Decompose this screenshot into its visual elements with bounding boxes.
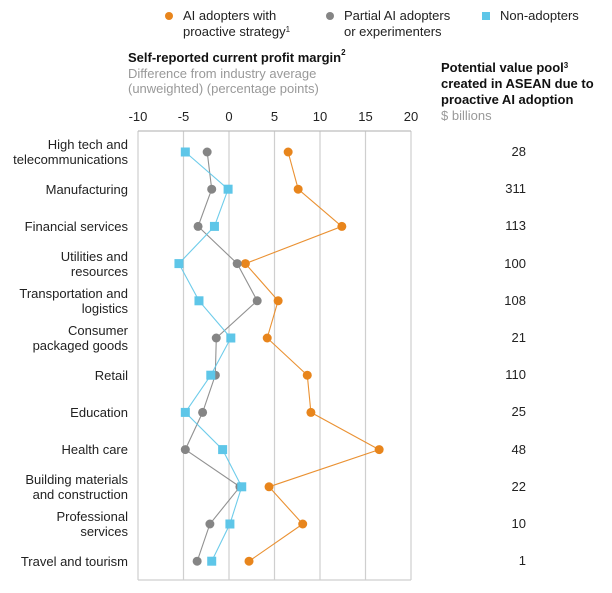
category-label: Consumer packaged goods <box>32 323 128 353</box>
category-label: Utilities and resources <box>60 248 128 279</box>
data-point-square <box>206 370 216 380</box>
data-point-circle <box>244 556 254 566</box>
data-point-circle <box>205 519 215 529</box>
value-pool-value: 311 <box>505 181 526 197</box>
data-point-square <box>225 519 235 529</box>
data-point-circle <box>211 333 221 343</box>
data-point-square <box>209 221 219 231</box>
data-point-circle <box>240 259 250 269</box>
x-tick-label: 5 <box>271 109 278 124</box>
category-label: Travel and tourism <box>20 553 128 569</box>
value-pool-value: 22 <box>511 478 526 494</box>
category-label: Professional services <box>56 509 128 539</box>
value-pool-unit: $ billions <box>441 108 492 123</box>
legend-label: AI adopters with proactive strategy <box>183 8 286 39</box>
x-tick-label: -10 <box>129 109 148 124</box>
data-point-square <box>194 296 204 306</box>
legend: AI adopters with proactive strategy1 Par… <box>0 8 612 44</box>
x-tick-label: 15 <box>358 109 372 124</box>
data-point-circle <box>198 407 208 417</box>
value-pool-footnote: 3 <box>563 61 569 70</box>
series-line-1 <box>184 151 258 562</box>
series-line-2 <box>178 151 243 562</box>
data-point-circle <box>180 445 190 455</box>
category-label: Health care <box>61 442 128 458</box>
data-point-circle <box>202 147 212 157</box>
data-point-circle <box>374 445 384 455</box>
legend-label: Non-adopters <box>500 8 579 23</box>
value-pool-value: 110 <box>505 367 526 383</box>
data-point-circle <box>192 556 202 566</box>
x-tick-label: -5 <box>178 109 190 124</box>
gray-circle-icon <box>326 12 334 20</box>
data-point-square <box>180 147 190 157</box>
x-tick-label: 20 <box>404 109 418 124</box>
data-point-circle <box>262 333 272 343</box>
data-point-circle <box>302 370 312 380</box>
category-label: Education <box>70 404 128 420</box>
x-tick-label: 10 <box>313 109 327 124</box>
category-label: Manufacturing <box>45 181 128 197</box>
orange-circle-icon <box>165 12 173 20</box>
axis-title-footnote: 2 <box>341 48 346 57</box>
data-point-circle <box>232 259 242 269</box>
data-point-circle <box>293 184 303 194</box>
value-pool-value: 21 <box>511 330 526 345</box>
axis-title: Self-reported current profit margin2 <box>128 48 346 65</box>
value-pool-value: 25 <box>511 404 526 420</box>
data-point-circle <box>273 296 283 306</box>
data-point-square <box>180 407 190 417</box>
category-label: Financial services <box>24 218 128 234</box>
data-point-square <box>174 259 184 269</box>
data-point-circle <box>193 221 203 231</box>
data-point-circle <box>337 221 347 231</box>
blue-square-icon <box>482 12 490 20</box>
value-pool-value: 1 <box>518 553 526 569</box>
data-point-circle <box>252 296 262 306</box>
data-point-circle <box>298 519 308 529</box>
category-label: Transportation and logistics <box>19 285 128 316</box>
series-line-0 <box>244 151 381 562</box>
data-point-circle <box>283 147 293 157</box>
data-point-square <box>223 184 233 194</box>
data-point-square <box>207 556 217 566</box>
value-pool-value: 28 <box>511 144 526 159</box>
value-pool-value: 108 <box>504 292 526 308</box>
value-pool-value: 48 <box>511 441 526 457</box>
category-label: Retail <box>94 367 128 383</box>
data-point-circle <box>264 482 274 492</box>
data-point-square <box>218 445 228 455</box>
x-tick-label: 0 <box>225 109 232 124</box>
category-label: High tech and telecommunications <box>13 137 128 167</box>
value-pool-value: 100 <box>504 255 526 271</box>
category-label: Building materials and construction <box>25 471 128 502</box>
legend-footnote: 1 <box>285 25 291 34</box>
data-point-circle <box>207 184 217 194</box>
value-pool-value: 10 <box>511 516 526 531</box>
value-pool-value: 113 <box>505 218 526 234</box>
data-point-square <box>237 482 247 492</box>
legend-label: Partial AI adopters or experimenters <box>344 8 451 39</box>
value-pool-title: Potential value pool3 created in ASEAN d… <box>441 60 594 107</box>
data-point-circle <box>306 407 316 417</box>
axis-subtitle: Difference from industry average (unweig… <box>128 66 319 96</box>
data-point-square <box>226 333 236 343</box>
